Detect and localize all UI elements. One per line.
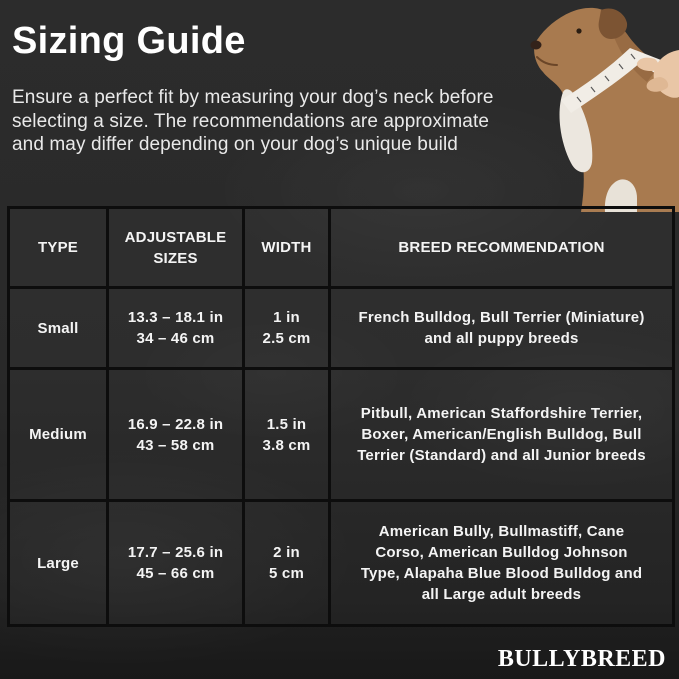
width-inches: 1.5 in [266,415,307,433]
intro-line-2: selecting a size. The recommendations ar… [12,110,490,132]
size-inches: 13.3 – 18.1 in [127,309,224,326]
column-header-breed-recommendation: BREED RECOMMENDATION [328,206,675,289]
breed-recommendation-cell: Pitbull, American Staffordshire Terrier,… [328,367,675,502]
width-centimeters: 2.5 cm [262,330,311,347]
intro-line-1: Ensure a perfect fit by measuring your d… [12,87,494,108]
dog-body-shape [534,7,679,212]
breed-recommendation-cell: American Bully, Bullmastiff, Cane Corso,… [328,499,675,627]
column-header-width: WIDTH [242,206,331,289]
type-cell: Large [7,499,109,627]
column-header-type: TYPE [7,206,109,289]
adjustable-sizes-cell: 17.7 – 25.6 in 45 – 66 cm [106,499,245,627]
table-row-small: Small 13.3 – 18.1 in 34 – 46 cm 1 in 2.5… [7,286,675,370]
sizing-table: TYPE ADJUSTABLE SIZES WIDTH BREED RECOMM… [7,206,675,627]
dog-nose [530,40,542,50]
type-cell: Small [7,286,109,370]
column-header-adjustable-sizes: ADJUSTABLE SIZES [106,206,245,289]
breed-recommendation-cell: French Bulldog, Bull Terrier (Miniature)… [328,286,675,370]
dog-eye [576,28,582,34]
dog-paw [604,179,637,212]
brand-logo: BULLYBREED [497,646,666,672]
width-cell: 1.5 in 3.8 cm [242,367,331,502]
width-inches: 2 in [273,544,300,561]
intro-line-3: and may differ depending on your dog’s u… [12,134,458,155]
width-cell: 1 in 2.5 cm [242,286,331,370]
size-centimeters: 43 – 58 cm [136,436,215,454]
type-cell: Medium [7,367,109,502]
width-cell: 2 in 5 cm [242,499,331,627]
size-inches: 16.9 – 22.8 in [127,415,224,433]
adjustable-sizes-cell: 13.3 – 18.1 in 34 – 46 cm [106,286,245,370]
width-centimeters: 5 cm [269,565,304,582]
human-hand [636,50,679,98]
intro-text: Ensure a perfect fit by measuring your d… [12,86,552,157]
width-centimeters: 3.8 cm [262,436,311,454]
measuring-tape [561,48,641,113]
dog-chest-patch [559,89,593,173]
table-row-large: Large 17.7 – 25.6 in 45 – 66 cm 2 in 5 c… [7,499,675,627]
table-header-row: TYPE ADJUSTABLE SIZES WIDTH BREED RECOMM… [7,206,675,289]
tape-tick-marks [576,53,636,103]
table-row-medium: Medium 16.9 – 22.8 in 43 – 58 cm 1.5 in … [7,367,675,502]
dog-ear [598,8,628,39]
width-inches: 1 in [273,309,300,326]
dog-mouth [536,56,558,66]
size-inches: 17.7 – 25.6 in [127,544,224,561]
page-title: Sizing Guide [12,20,246,62]
size-centimeters: 34 – 46 cm [136,330,215,347]
size-centimeters: 45 – 66 cm [136,565,215,582]
dog-neck-measurement-photo [530,7,679,212]
adjustable-sizes-cell: 16.9 – 22.8 in 43 – 58 cm [106,367,245,502]
